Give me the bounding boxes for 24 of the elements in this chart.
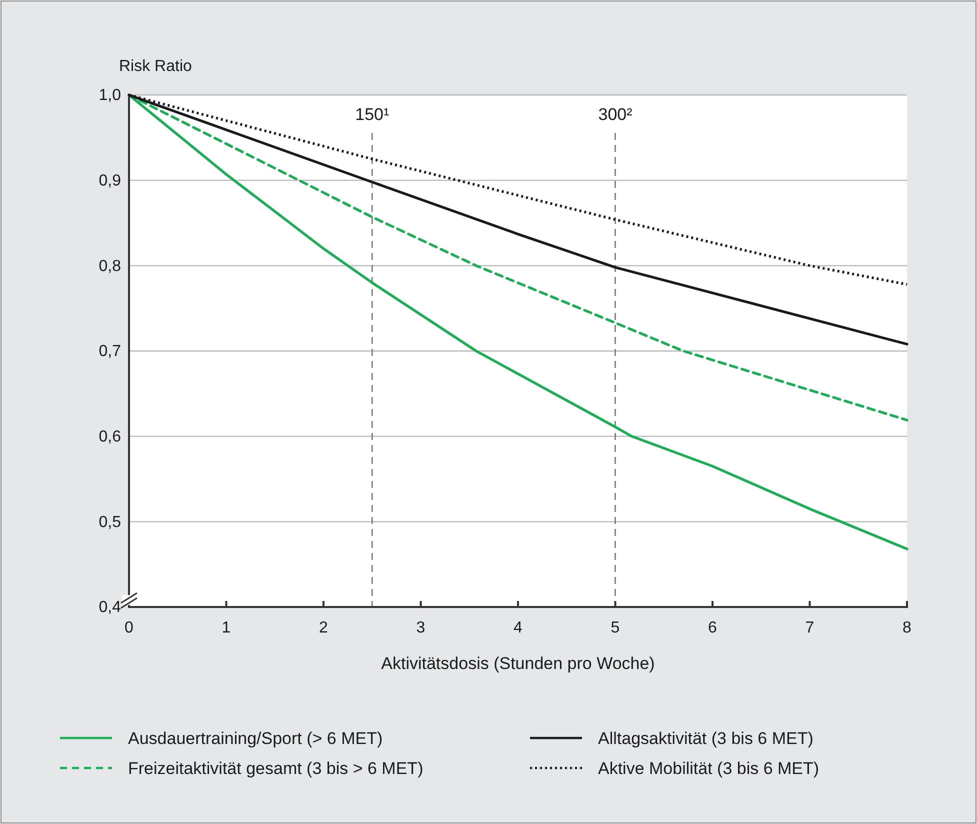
y-tick-label: 0,6 (98, 428, 122, 446)
y-axis-title: Risk Ratio (119, 58, 192, 75)
annotation: 300² (598, 105, 633, 124)
y-tick-label: 0,7 (98, 343, 122, 360)
x-tick-label: 6 (708, 619, 718, 636)
x-tick-label: 3 (416, 619, 426, 636)
legend-label: Ausdauertraining/Sport (> 6 MET) (128, 729, 383, 748)
x-tick-label: 8 (902, 619, 912, 636)
y-tick-label: 0,4 (98, 599, 122, 616)
x-tick-label: 4 (514, 619, 523, 636)
x-tick-label: 5 (610, 619, 620, 636)
legend-label: Aktive Mobilität (3 bis 6 MET) (598, 759, 820, 778)
x-tick-label: 0 (124, 619, 134, 636)
x-axis-title: Aktivitätsdosis (Stunden pro Woche) (381, 654, 655, 673)
legend-label: Freizeitaktivität gesamt (3 bis > 6 MET) (128, 759, 424, 778)
annotation: 150¹ (355, 105, 390, 124)
y-tick-label: 0,8 (98, 258, 122, 275)
x-tick-label: 7 (805, 619, 814, 636)
y-tick-label: 1,0 (98, 87, 122, 104)
x-tick-label: 2 (319, 619, 328, 636)
y-tick-label: 0,5 (98, 514, 122, 531)
y-tick-label: 0,9 (98, 172, 122, 190)
x-tick-label: 1 (222, 619, 231, 636)
legend-label: Alltagsaktivität (3 bis 6 MET) (598, 729, 814, 748)
